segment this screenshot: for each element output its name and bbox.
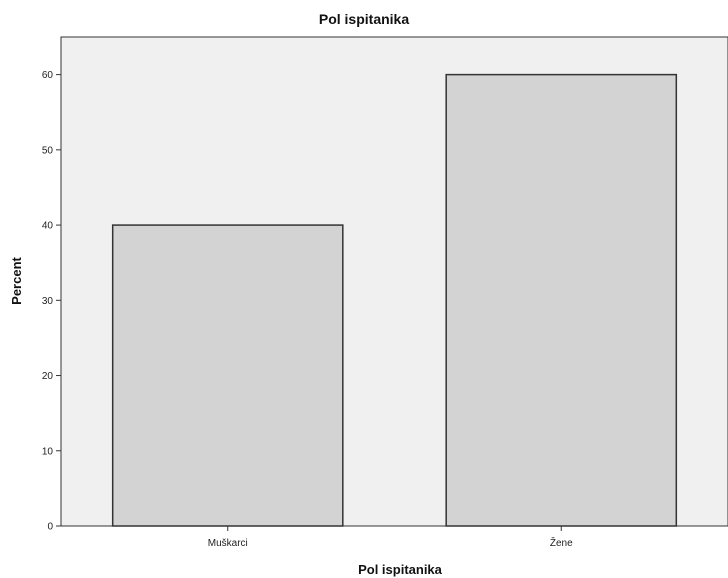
x-axis-label: Pol ispitanika <box>358 562 443 577</box>
y-tick-label: 10 <box>42 446 54 457</box>
bars <box>111 73 678 527</box>
x-category-label: Muškarci <box>208 538 248 549</box>
y-axis-label: Percent <box>9 256 24 304</box>
chart-title: Pol ispitanika <box>319 11 409 27</box>
y-tick-label: 40 <box>42 221 54 232</box>
bar-2 <box>445 73 678 527</box>
y-tick-label: 0 <box>47 522 53 533</box>
x-axis: Muškarci Žene <box>208 526 573 549</box>
x-category-label: Žene <box>550 536 573 549</box>
y-tick-label: 30 <box>42 296 54 307</box>
bar-1 <box>111 224 344 527</box>
y-tick-label: 50 <box>42 145 54 156</box>
y-tick-label: 20 <box>42 371 54 382</box>
y-tick-label: 60 <box>42 70 54 81</box>
y-axis: 0 10 20 30 40 50 60 <box>42 70 61 533</box>
